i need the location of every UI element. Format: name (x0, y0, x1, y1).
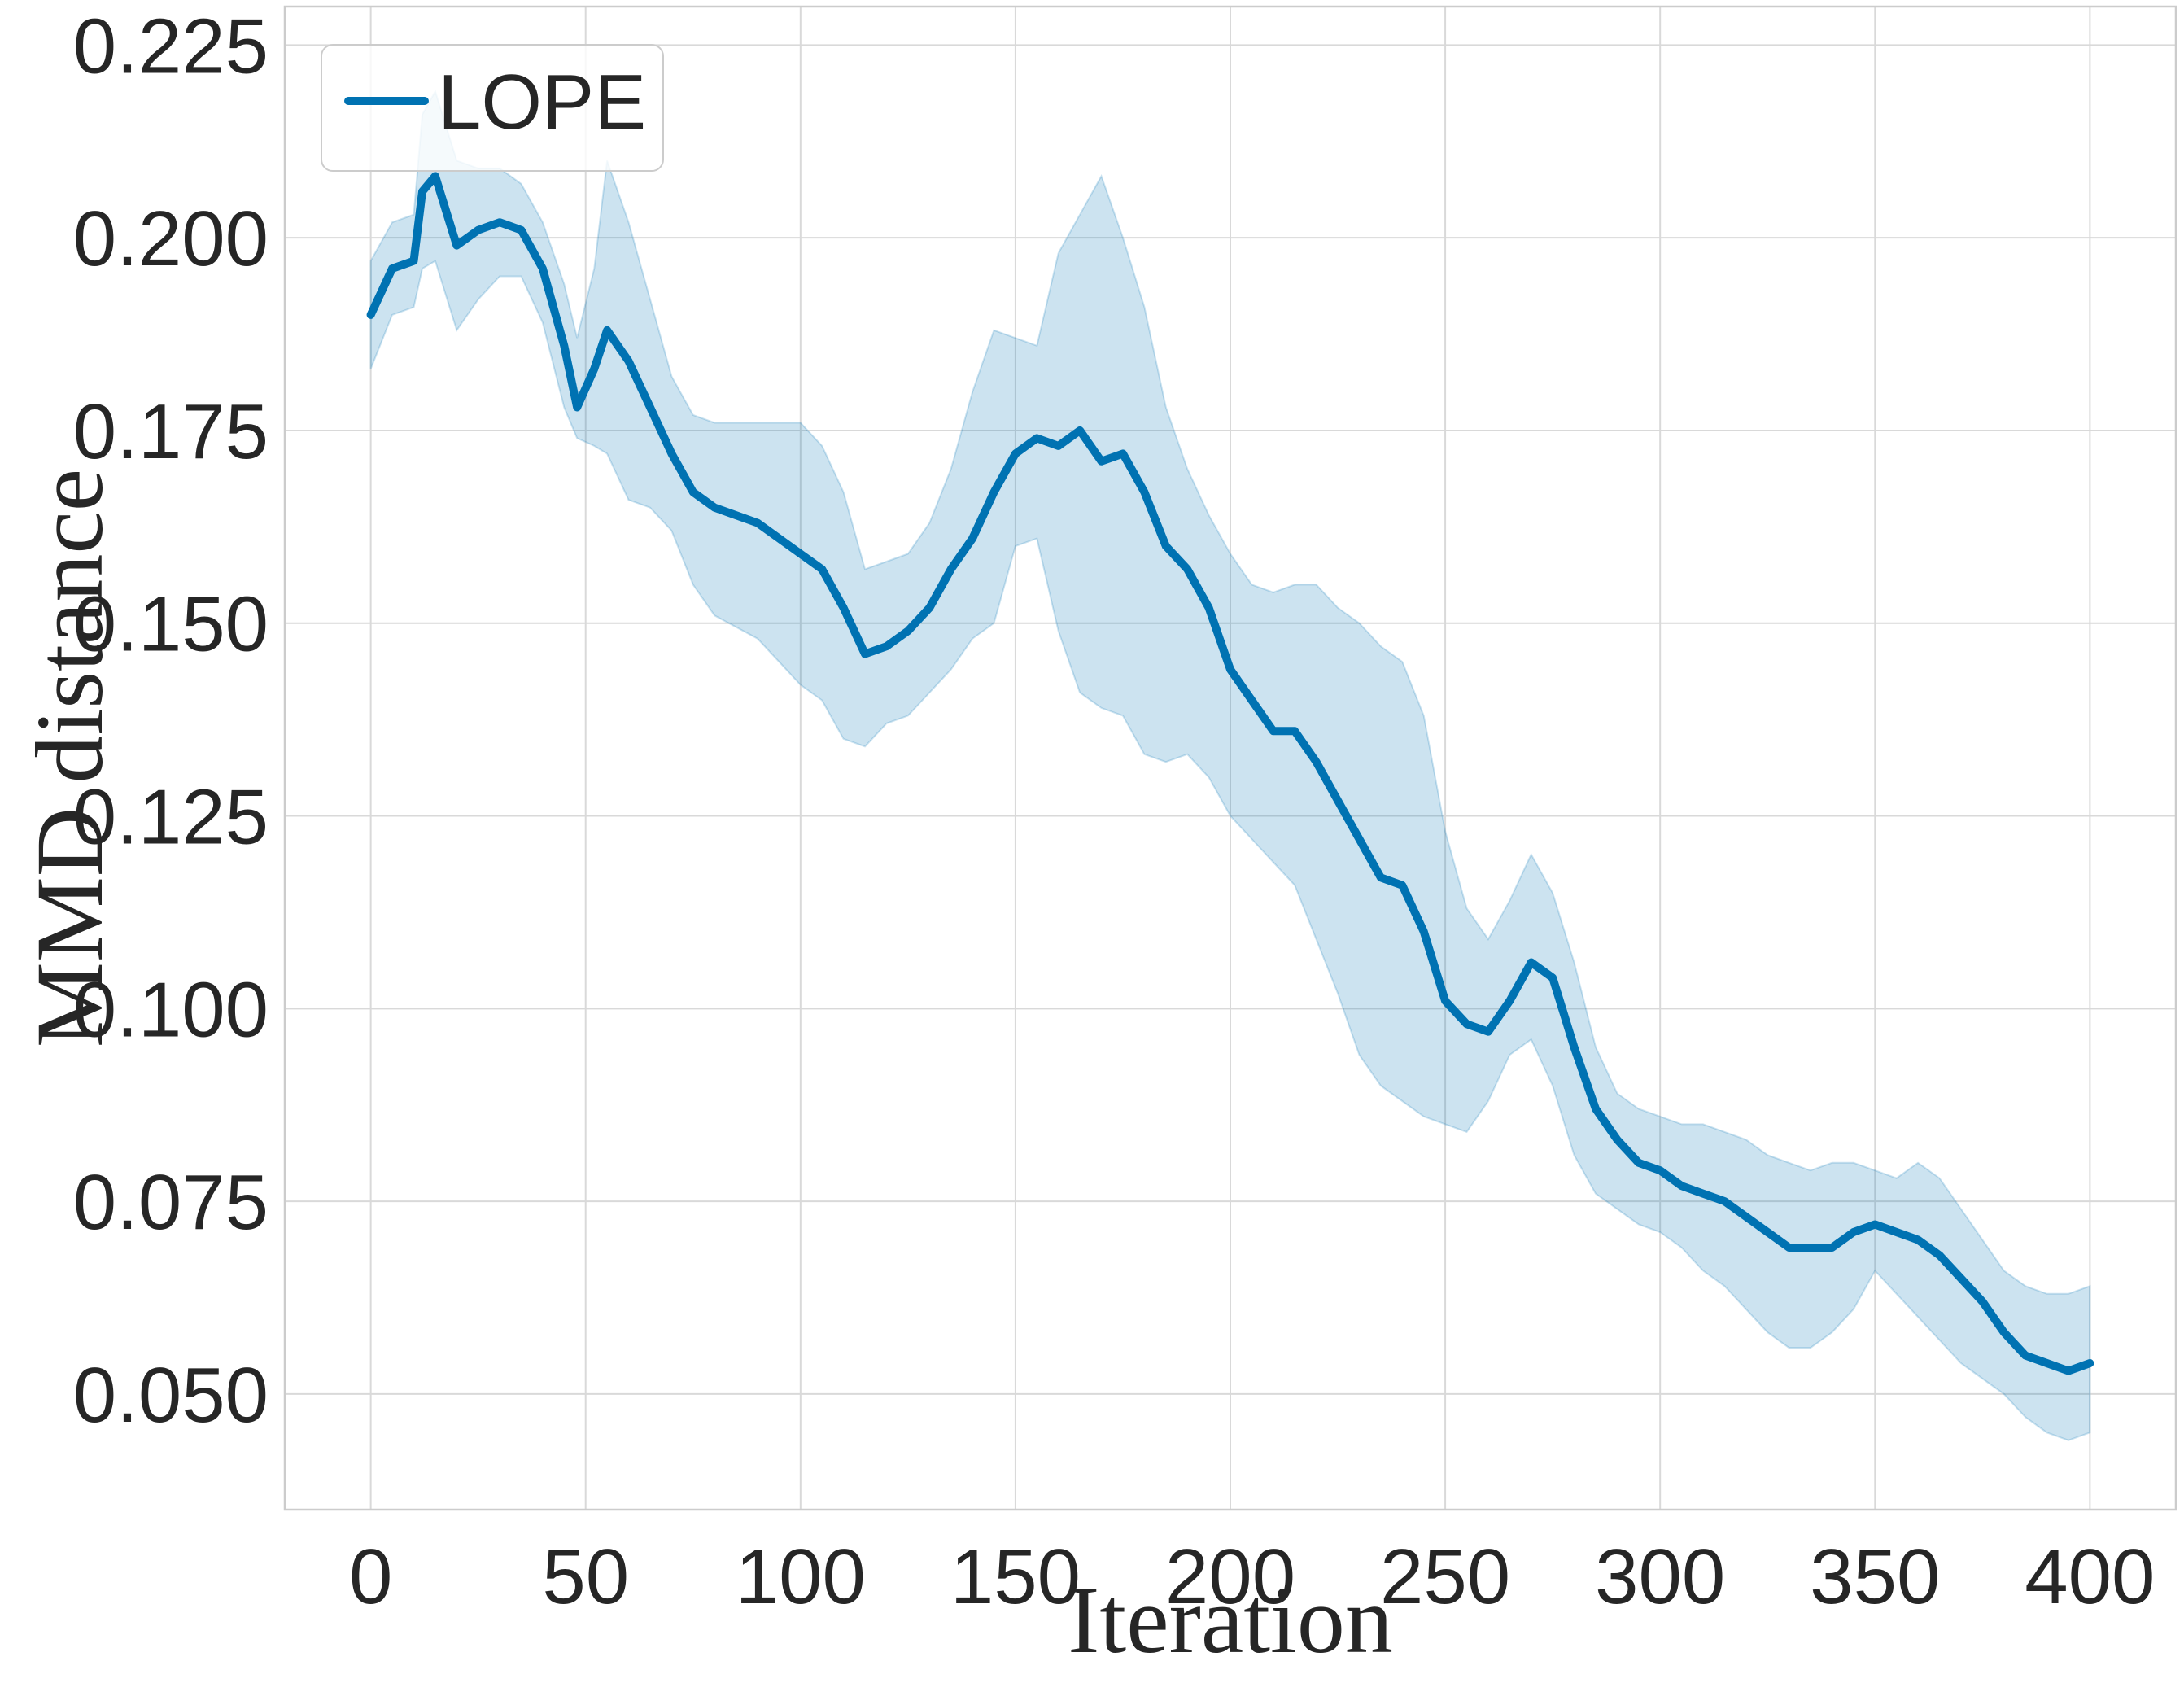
x-axis-title: Iteration (1068, 1567, 1393, 1673)
y-tick-labels: 0.050 0.075 0.100 0.125 0.150 0.175 0.200 0.225 (73, 2, 269, 1439)
series-confidence-band (369, 89, 2091, 1441)
grid (285, 7, 2176, 1510)
y-tick-label: 0.200 (73, 195, 269, 282)
legend-box (321, 44, 664, 172)
x-tick-label: 100 (736, 1533, 866, 1620)
series-line (366, 172, 2094, 1375)
y-tick-label: 0.075 (73, 1159, 269, 1246)
x-tick-label: 200 (1165, 1533, 1295, 1620)
y-tick-label: 0.125 (73, 774, 269, 861)
y-tick-label: 0.150 (73, 581, 269, 668)
plot-frame (283, 5, 2177, 1511)
x-tick-label: 300 (1595, 1533, 1725, 1620)
x-tick-label: 150 (950, 1533, 1081, 1620)
x-tick-label: 50 (542, 1533, 629, 1620)
y-tick-label: 0.225 (73, 2, 269, 90)
confidence-band-layer (369, 89, 2091, 1441)
x-tick-label: 350 (1810, 1533, 1940, 1620)
x-tick-label: 0 (349, 1533, 392, 1620)
y-tick-label: 0.050 (73, 1352, 269, 1439)
x-tick-labels: 0 50 100 150 200 250 300 350 400 (349, 1533, 2156, 1620)
legend-label: LOPE (438, 59, 646, 146)
y-tick-label: 0.175 (73, 388, 269, 475)
legend: LOPE (321, 44, 664, 172)
y-tick-label: 0.100 (73, 966, 269, 1053)
y-axis-title: MMD distance (16, 469, 123, 1047)
series-line-layer (366, 172, 2094, 1375)
x-tick-label: 250 (1380, 1533, 1510, 1620)
x-tick-label: 400 (2025, 1533, 2155, 1620)
